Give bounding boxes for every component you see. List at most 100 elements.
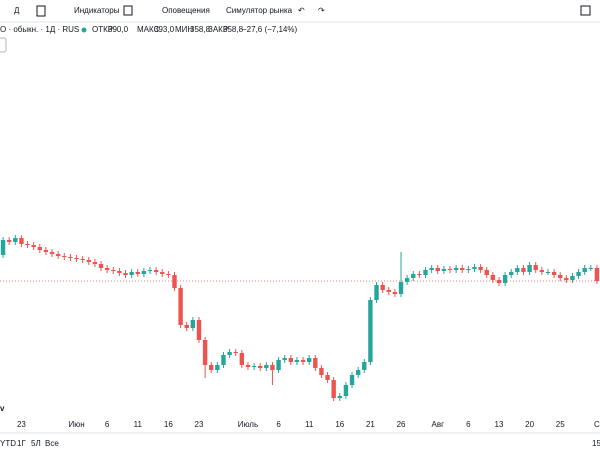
candle-body: [300, 360, 306, 362]
candle-body: [539, 270, 545, 272]
candle-body: [104, 268, 110, 270]
candle-body: [411, 274, 416, 278]
fullscreen-icon[interactable]: [580, 5, 591, 16]
x-tick-label: 23: [195, 420, 204, 429]
candle-body: [472, 267, 477, 269]
indicators-button[interactable]: Индикаторы: [74, 6, 120, 15]
candle-body: [43, 250, 49, 252]
candle-body: [80, 259, 85, 260]
candle-body: [294, 360, 300, 362]
candle-body: [19, 238, 24, 244]
candle-body: [576, 272, 581, 276]
candle-body: [343, 385, 349, 396]
candle-body: [404, 278, 410, 282]
candle-body: [447, 269, 453, 270]
candle-body: [594, 268, 600, 281]
x-tick-label: 6: [105, 420, 110, 429]
candle-body: [251, 366, 257, 367]
candle-body: [362, 362, 367, 370]
candle-body: [355, 370, 361, 375]
redo-button[interactable]: ↷: [318, 6, 325, 15]
candle-body: [166, 274, 171, 275]
candle-body: [429, 268, 434, 270]
candle-body: [380, 285, 385, 290]
candle-body: [441, 269, 447, 271]
candle-body: [545, 272, 551, 273]
candle-body: [37, 247, 42, 250]
candle-body: [564, 278, 569, 280]
candle-body: [31, 245, 36, 247]
candle-body: [178, 288, 183, 325]
x-tick-label: 25: [556, 420, 565, 429]
candle-body: [349, 375, 355, 385]
candle-body: [215, 365, 220, 370]
candle-body: [417, 274, 422, 275]
candle-body: [368, 300, 373, 362]
candle-body: [49, 252, 55, 254]
candle-body: [74, 258, 79, 259]
x-tick-label: 11: [134, 420, 143, 429]
candle-body: [521, 268, 526, 272]
candle-body: [221, 355, 226, 365]
candle-body: [0, 240, 6, 255]
candle-body: [288, 358, 294, 362]
candle-body: [582, 268, 587, 272]
candle-body: [282, 358, 287, 360]
candle-body: [129, 272, 134, 275]
candle-body: [319, 368, 324, 375]
range-button[interactable]: Все: [45, 439, 59, 448]
candle-body: [264, 365, 269, 368]
candle-body: [306, 358, 312, 362]
x-tick-label: 20: [525, 420, 534, 429]
candle-body: [239, 353, 245, 365]
undo-button[interactable]: ↶: [298, 6, 305, 15]
candle-body: [423, 270, 428, 275]
x-tick-label: 16: [164, 420, 173, 429]
chart-type-icon[interactable]: [36, 5, 46, 17]
x-tick-label: 6: [466, 420, 471, 429]
candle-body: [313, 358, 318, 368]
templates-icon[interactable]: [123, 5, 133, 16]
x-tick-label: 21: [366, 420, 375, 429]
candle-body: [453, 268, 459, 270]
candle-body: [6, 240, 12, 242]
candle-body: [117, 271, 122, 273]
x-tick-label: Июн: [68, 420, 84, 429]
candle-body: [233, 352, 238, 353]
candle-body: [172, 275, 177, 288]
candle-body: [245, 365, 251, 367]
candle-body: [515, 268, 520, 272]
candle-body: [55, 254, 61, 256]
x-tick-label: 13: [495, 420, 504, 429]
alerts-button[interactable]: Оповещения: [162, 6, 210, 15]
candle-body: [98, 264, 104, 268]
clock: 15: [592, 439, 600, 448]
candle-body: [123, 273, 128, 275]
x-tick-label: Авг: [431, 420, 444, 429]
candle-body: [435, 268, 440, 271]
legend-label: ОТКР: [92, 25, 113, 34]
candle-body: [588, 268, 594, 269]
candle-body: [196, 320, 202, 340]
candle-body: [533, 265, 538, 270]
range-button[interactable]: 1Г: [17, 439, 26, 448]
status-dot: [81, 27, 87, 33]
legend-value: 358,8: [190, 25, 211, 34]
candle-body: [13, 238, 18, 242]
candle-body: [386, 290, 391, 292]
x-tick-label: 11: [305, 420, 314, 429]
interval-button[interactable]: Д: [14, 6, 20, 15]
range-button[interactable]: YTD: [0, 439, 16, 448]
legend-toggle[interactable]: [0, 37, 7, 53]
range-button[interactable]: 5Л: [31, 439, 41, 448]
candle-body: [86, 260, 91, 262]
candle-body: [153, 270, 159, 272]
candle-body: [484, 270, 489, 275]
replay-button[interactable]: Симулятор рынка: [226, 6, 293, 15]
symbol: О · обыкн. · 1Д · RUS: [0, 25, 79, 34]
candle-body: [111, 270, 116, 271]
candle-body: [570, 276, 575, 280]
candle-body: [258, 366, 263, 368]
